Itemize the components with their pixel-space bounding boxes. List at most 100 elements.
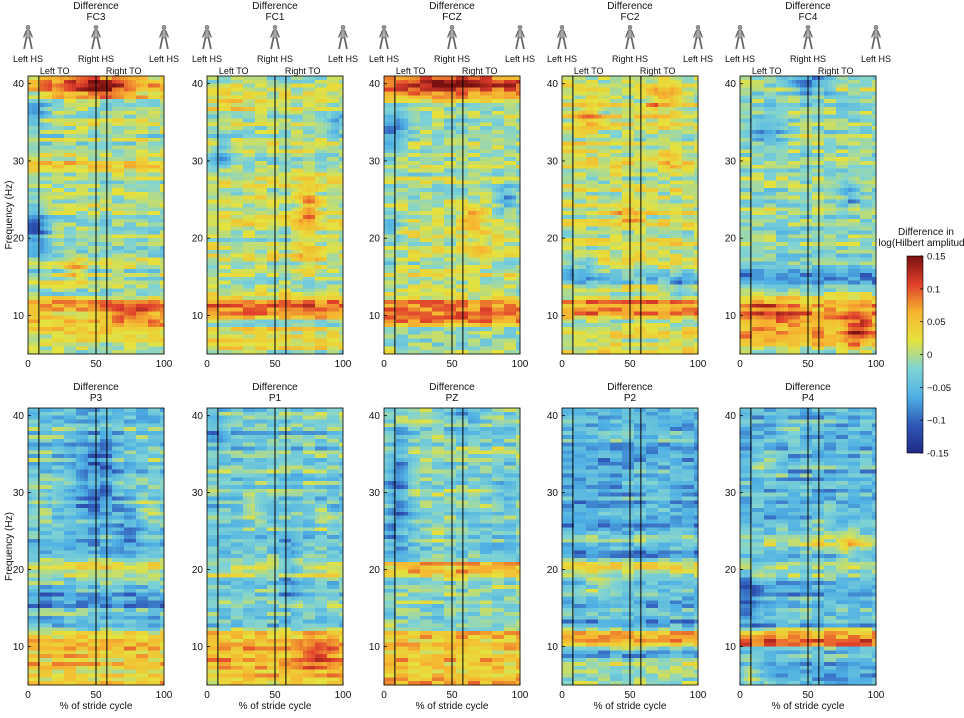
heat-cell bbox=[72, 88, 76, 92]
heat-cell bbox=[128, 269, 132, 273]
heat-cell bbox=[84, 188, 88, 192]
heat-cell bbox=[132, 315, 136, 319]
heat-cell bbox=[44, 273, 48, 277]
heat-cell bbox=[112, 146, 116, 150]
heat-cell bbox=[235, 153, 239, 157]
heat-cell bbox=[299, 223, 303, 227]
heat-cell bbox=[116, 223, 120, 227]
heat-cell bbox=[335, 223, 339, 227]
heat-cell bbox=[207, 323, 211, 327]
heat-cell bbox=[60, 250, 64, 254]
heat-cell bbox=[120, 292, 124, 296]
heat-cell bbox=[223, 153, 227, 157]
heat-cell bbox=[263, 207, 267, 211]
heat-cell bbox=[84, 292, 88, 296]
heat-cell bbox=[283, 95, 287, 99]
heat-cell bbox=[148, 300, 152, 304]
heat-cell bbox=[303, 234, 307, 238]
heat-cell bbox=[235, 288, 239, 292]
heat-cell bbox=[76, 76, 80, 80]
heat-cell bbox=[287, 146, 291, 150]
heat-cell bbox=[48, 80, 52, 84]
heat-cell bbox=[32, 134, 36, 138]
heat-cell bbox=[267, 203, 271, 207]
heat-cell bbox=[227, 196, 231, 200]
heat-cell bbox=[80, 118, 84, 122]
heat-cell bbox=[460, 76, 464, 80]
heat-cell bbox=[331, 165, 335, 169]
heat-cell bbox=[311, 122, 315, 126]
heat-cell bbox=[36, 107, 40, 111]
heat-cell bbox=[56, 76, 60, 80]
heat-cell bbox=[144, 234, 148, 238]
heat-cell bbox=[307, 176, 311, 180]
heat-cell bbox=[156, 230, 160, 234]
heat-cell bbox=[44, 99, 48, 103]
heat-cell bbox=[247, 242, 251, 246]
heat-cell bbox=[44, 308, 48, 312]
heat-cell bbox=[96, 173, 100, 177]
heat-cell bbox=[247, 211, 251, 215]
heat-cell bbox=[219, 165, 223, 169]
heat-cell bbox=[148, 339, 152, 343]
heat-cell bbox=[267, 315, 271, 319]
heat-cell bbox=[327, 308, 331, 312]
heat-cell bbox=[156, 331, 160, 335]
heat-cell bbox=[303, 157, 307, 161]
heat-cell bbox=[120, 107, 124, 111]
heat-cell bbox=[116, 207, 120, 211]
heat-cell bbox=[255, 308, 259, 312]
heat-cell bbox=[156, 165, 160, 169]
heat-cell bbox=[243, 115, 247, 119]
heat-cell bbox=[311, 138, 315, 142]
heat-cell bbox=[331, 130, 335, 134]
heat-cell bbox=[335, 196, 339, 200]
heat-cell bbox=[259, 103, 263, 107]
heat-cell bbox=[56, 246, 60, 250]
heat-cell bbox=[96, 196, 100, 200]
heat-cell bbox=[32, 115, 36, 119]
heat-cell bbox=[303, 281, 307, 285]
heat-cell bbox=[84, 103, 88, 107]
heat-cell bbox=[243, 130, 247, 134]
heat-cell bbox=[331, 207, 335, 211]
heat-cell bbox=[331, 242, 335, 246]
heat-cell bbox=[287, 323, 291, 327]
heat-cell bbox=[116, 76, 120, 80]
heat-cell bbox=[315, 203, 319, 207]
heat-cell bbox=[124, 234, 128, 238]
heat-cell bbox=[76, 80, 80, 84]
heat-cell bbox=[48, 149, 52, 153]
heat-cell bbox=[28, 265, 32, 269]
heat-cell bbox=[88, 219, 92, 223]
heat-cell bbox=[52, 115, 56, 119]
heat-cell bbox=[132, 192, 136, 196]
heat-cell bbox=[52, 126, 56, 130]
heat-cell bbox=[287, 91, 291, 95]
heat-cell bbox=[80, 339, 84, 343]
heat-cell bbox=[243, 269, 247, 273]
heat-cell bbox=[88, 115, 92, 119]
heat-cell bbox=[100, 327, 104, 331]
heat-cell bbox=[219, 149, 223, 153]
heat-cell bbox=[72, 122, 76, 126]
heat-cell bbox=[48, 312, 52, 316]
heat-cell bbox=[315, 254, 319, 258]
heat-cell bbox=[88, 84, 92, 88]
heat-cell bbox=[275, 196, 279, 200]
heat-cell bbox=[88, 130, 92, 134]
heat-cell bbox=[88, 80, 92, 84]
heat-cell bbox=[132, 335, 136, 339]
heat-cell bbox=[32, 312, 36, 316]
heat-cell bbox=[68, 107, 72, 111]
heat-cell bbox=[40, 103, 44, 107]
heat-cell bbox=[295, 76, 299, 80]
heat-cell bbox=[116, 138, 120, 142]
heat-cell bbox=[335, 281, 339, 285]
heat-cell bbox=[251, 111, 255, 115]
heat-cell bbox=[64, 242, 68, 246]
heat-cell bbox=[275, 339, 279, 343]
heat-cell bbox=[152, 312, 156, 316]
heat-cell bbox=[247, 165, 251, 169]
heat-cell bbox=[48, 331, 52, 335]
